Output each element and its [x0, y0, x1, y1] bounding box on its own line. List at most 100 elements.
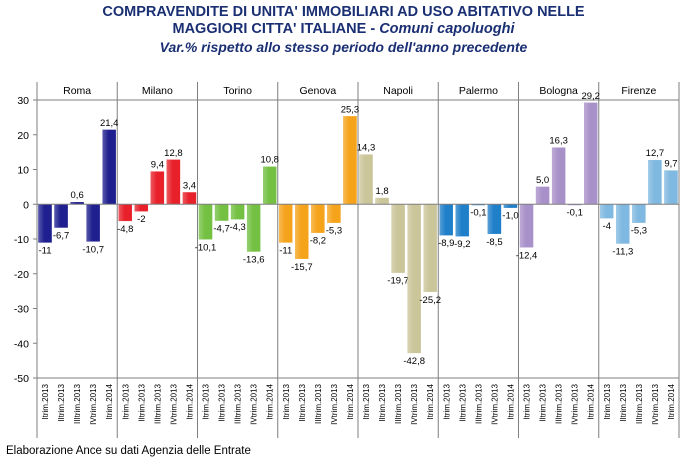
data-label: -10,7	[82, 244, 104, 255]
x-tick-label: Itrim.2014	[506, 383, 515, 419]
x-tick-label: IVtrim.2013	[571, 383, 580, 424]
group-label-torino: Torino	[223, 85, 252, 97]
x-tick-label: Itrim.2013	[603, 383, 612, 419]
y-tick-label: -30	[14, 304, 29, 316]
data-label: -12,4	[516, 250, 538, 261]
x-tick-label: Itrim.2014	[105, 383, 114, 419]
x-tick-label: IItrim.2013	[298, 383, 307, 421]
bar-milano-2	[134, 204, 149, 212]
x-tick-label: Itrim.2014	[587, 383, 596, 419]
bar-torino-4	[246, 204, 261, 252]
group-label-milano: Milano	[142, 85, 173, 97]
x-tick-label: IVtrim.2013	[89, 383, 98, 424]
data-label: -1,0	[502, 211, 518, 222]
data-label: -19,7	[387, 276, 409, 287]
chart-titles: COMPRAVENDITE DI UNITA' IMMOBILIARI AD U…	[0, 4, 687, 56]
bar-palermo-2	[455, 204, 470, 237]
bar-roma-2	[54, 204, 68, 228]
bar-firenze-4	[648, 159, 662, 205]
bar-roma-5	[102, 129, 116, 205]
bar-torino-2	[214, 204, 229, 221]
bar-torino-5	[262, 166, 277, 205]
x-tick-label: Itrim.2013	[41, 383, 50, 419]
x-tick-label: Itrim.2013	[442, 383, 451, 419]
x-tick-label: IItrim.2013	[218, 383, 227, 421]
data-label: -2	[137, 214, 145, 225]
chart-title-line2: MAGGIORI CITTA' ITALIANE - Comuni capolu…	[0, 21, 687, 38]
data-label: 14,3	[357, 143, 376, 154]
bar-firenze-5	[664, 170, 678, 205]
data-label: 21,4	[100, 118, 119, 129]
data-label: -4,8	[117, 224, 133, 235]
data-label: 29,2	[581, 91, 600, 102]
x-tick-label: IIItrim.2013	[153, 383, 162, 424]
group-label-bologna: Bologna	[539, 85, 578, 97]
chart-title-line1: COMPRAVENDITE DI UNITA' IMMOBILIARI AD U…	[102, 4, 585, 20]
data-label: -4	[603, 221, 611, 232]
data-label: 9,7	[664, 159, 677, 170]
data-label: 1,8	[375, 186, 388, 197]
x-tick-label: IVtrim.2013	[651, 383, 660, 424]
bar-palermo-4	[487, 204, 502, 234]
data-label: 9,4	[151, 160, 164, 171]
x-tick-label: Itrim.2013	[282, 383, 291, 419]
bar-bologna-2	[535, 186, 550, 205]
y-tick-label: 20	[17, 130, 29, 142]
data-label: -11,3	[612, 247, 633, 258]
data-label: -8,2	[310, 236, 326, 247]
data-label: -0,1	[566, 208, 582, 219]
group-label-genova: Genova	[299, 85, 336, 97]
data-label: -6,7	[53, 231, 69, 242]
data-label: 25,3	[341, 104, 360, 115]
x-tick-label: IIItrim.2013	[474, 383, 483, 424]
bar-genova-1	[279, 204, 293, 243]
data-label: -4,7	[213, 224, 229, 235]
data-label: -10,1	[195, 242, 217, 253]
data-label: -5,3	[631, 226, 647, 237]
x-tick-label: IIItrim.2013	[635, 383, 644, 424]
x-tick-label: IVtrim.2013	[330, 383, 339, 424]
data-label: -42,8	[403, 356, 425, 367]
data-label: -11	[279, 245, 292, 256]
data-label: -15,7	[291, 262, 313, 273]
x-tick-label: IIItrim.2013	[314, 383, 323, 424]
x-tick-label: IItrim.2013	[619, 383, 628, 421]
x-tick-label: IIItrim.2013	[73, 383, 82, 424]
data-label: 0,6	[71, 190, 84, 201]
chart-title-line2-sub: Comuni capoluoghi	[379, 21, 515, 37]
data-label: 3,4	[183, 180, 196, 191]
data-label: -13,6	[243, 255, 265, 266]
bar-bologna-5	[583, 102, 598, 205]
data-label: -0,1	[470, 208, 486, 219]
x-tick-label: IItrim.2013	[539, 383, 548, 421]
bar-milano-5	[182, 192, 197, 205]
y-tick-label: 10	[17, 165, 29, 177]
bar-napoli-1	[359, 154, 373, 205]
x-tick-label: Itrim.2013	[523, 383, 532, 419]
bar-bologna-3	[551, 147, 566, 205]
bar-torino-3	[230, 204, 245, 220]
bar-palermo-1	[439, 204, 454, 236]
data-label: 5,0	[536, 175, 549, 186]
x-tick-label: Itrim.2014	[667, 383, 676, 419]
data-label: 12,7	[646, 148, 665, 159]
bar-milano-4	[166, 159, 181, 205]
data-label: 16,3	[549, 136, 568, 147]
chart-title-line2-main: MAGGIORI CITTA' ITALIANE -	[172, 21, 380, 37]
bar-genova-5	[343, 116, 357, 205]
data-label: -8,5	[486, 237, 502, 248]
bar-palermo-5	[503, 204, 518, 208]
x-tick-label: Itrim.2014	[346, 383, 355, 419]
source-note: Elaborazione Ance su dati Agenzia delle …	[6, 445, 251, 457]
y-tick-label: -50	[14, 373, 29, 385]
group-label-palermo: Palermo	[459, 85, 498, 97]
bar-napoli-3	[391, 204, 405, 273]
bar-milano-1	[118, 204, 133, 222]
x-tick-label: IIItrim.2013	[394, 383, 403, 424]
data-label: -5,3	[326, 226, 342, 237]
bar-genova-4	[327, 204, 341, 223]
x-tick-label: Itrim.2013	[362, 383, 371, 419]
x-tick-label: IItrim.2013	[378, 383, 387, 421]
group-label-firenze: Firenze	[621, 85, 656, 97]
x-tick-label: Itrim.2014	[185, 383, 194, 419]
